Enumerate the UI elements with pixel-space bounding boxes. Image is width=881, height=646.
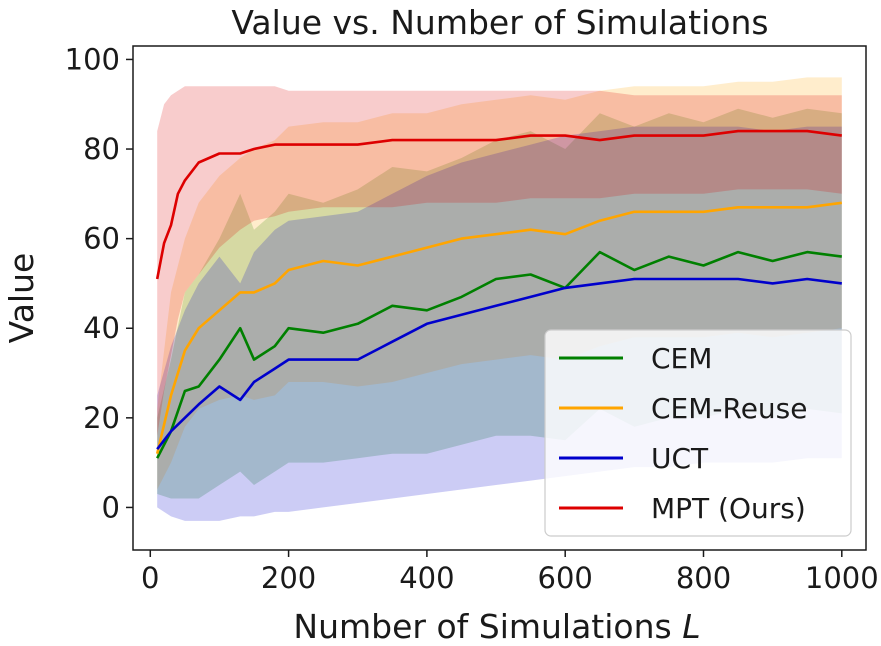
x-tick-label-1000: 1000 [805,561,879,595]
x-tick-label-0: 0 [141,561,159,595]
x-axis-label-symbol: L [682,607,700,646]
legend-label-cem: CEM [651,342,712,375]
x-tick-label-400: 400 [399,561,454,595]
x-axis-label: Number of Simulations L [293,607,700,646]
x-tick-label-800: 800 [676,561,731,595]
line-cem-reuse [155,201,842,454]
band-cem-reuse [157,77,842,490]
y-axis: 0 20 40 60 80 100 [65,42,133,524]
series-lines [155,129,842,459]
y-tick-label-40: 40 [83,311,120,345]
x-axis-label-text: Number of Simulations [293,607,671,646]
legend-label-cem-reuse: CEM-Reuse [651,392,808,425]
y-tick-label-60: 60 [83,222,120,256]
legend-label-uct: UCT [651,442,709,475]
chart-title: Value vs. Number of Simulations [231,3,768,42]
line-uct [156,277,842,450]
line-mpt-ours [155,129,842,280]
legend-box [544,329,852,537]
y-tick-label-0: 0 [102,490,120,524]
x-tick-label-200: 200 [261,561,316,595]
y-tick-label-20: 20 [83,401,120,435]
x-axis: 0 200 400 600 800 1000 [141,550,879,595]
plot-frame [132,45,867,551]
y-tick-label-80: 80 [83,132,120,166]
legend-label-mpt-ours: MPT (Ours) [651,492,806,525]
line-cem [156,250,842,459]
y-tick-label-100: 100 [65,42,120,76]
x-tick-label-600: 600 [538,561,593,595]
legend: CEM CEM-Reuse UCT MPT (Ours) [544,329,852,537]
band-mpt-ours [157,86,842,436]
y-axis-label: Value [2,253,41,344]
